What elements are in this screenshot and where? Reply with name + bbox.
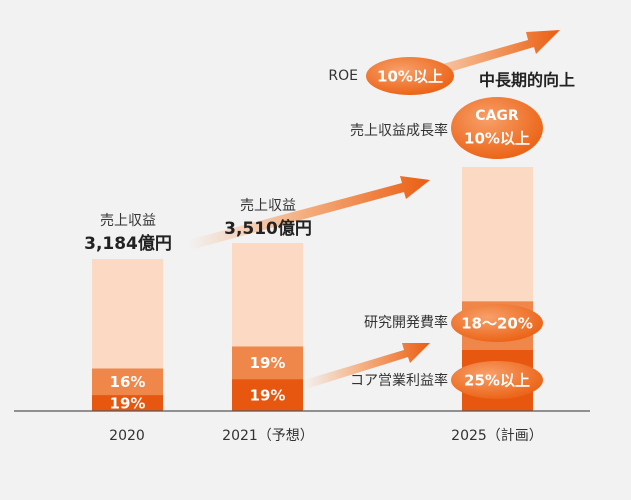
bar-segment-rd_ratio xyxy=(92,368,163,396)
target-label-growth: 売上収益成長率 xyxy=(350,122,448,139)
growth-arrow-middle xyxy=(188,176,430,250)
category-label: 2021（予想） xyxy=(222,428,314,444)
revenue-value: 3,510億円 xyxy=(224,218,312,239)
target-badge-growth xyxy=(451,97,543,159)
target-badge-text: CAGR xyxy=(475,108,519,124)
revenue-title: 売上収益 xyxy=(100,213,156,229)
bar-segment-label: 19% xyxy=(110,395,146,413)
target-label-rd: 研究開発費率 xyxy=(364,314,448,331)
target-badge-core xyxy=(451,361,543,399)
revenue-value: 3,184億円 xyxy=(84,233,172,254)
target-badge-text: 18～20% xyxy=(461,315,533,333)
category-label: 2020 xyxy=(109,428,145,444)
bar-segment-label: 19% xyxy=(250,387,286,405)
target-label-core: コア営業利益率 xyxy=(350,372,448,389)
bar-segment-core_operating_margin xyxy=(92,395,163,411)
target-badge-text: 25%以上 xyxy=(464,372,530,390)
growth-arrow-bottom xyxy=(304,343,430,389)
target-note: 中長期的向上 xyxy=(479,71,575,90)
target-badge-text: 10%以上 xyxy=(464,130,530,148)
target-badge-rd xyxy=(451,304,543,342)
target-label-roe: ROE xyxy=(328,68,358,84)
bar-segment-rd_ratio xyxy=(232,346,303,380)
category-label: 2025（計画） xyxy=(451,428,543,444)
revenue-title: 売上収益 xyxy=(240,198,296,214)
bar-segment-label: 16% xyxy=(110,373,146,391)
bar-segment-label: 19% xyxy=(250,354,286,372)
bar-segment-core_operating_margin xyxy=(232,379,303,411)
target-badge-text: 10%以上 xyxy=(377,68,443,86)
bar-segment-other xyxy=(232,243,303,347)
bar-segment-other xyxy=(92,259,163,369)
target-badge-roe xyxy=(366,57,454,95)
bar-segment-other xyxy=(462,167,533,302)
